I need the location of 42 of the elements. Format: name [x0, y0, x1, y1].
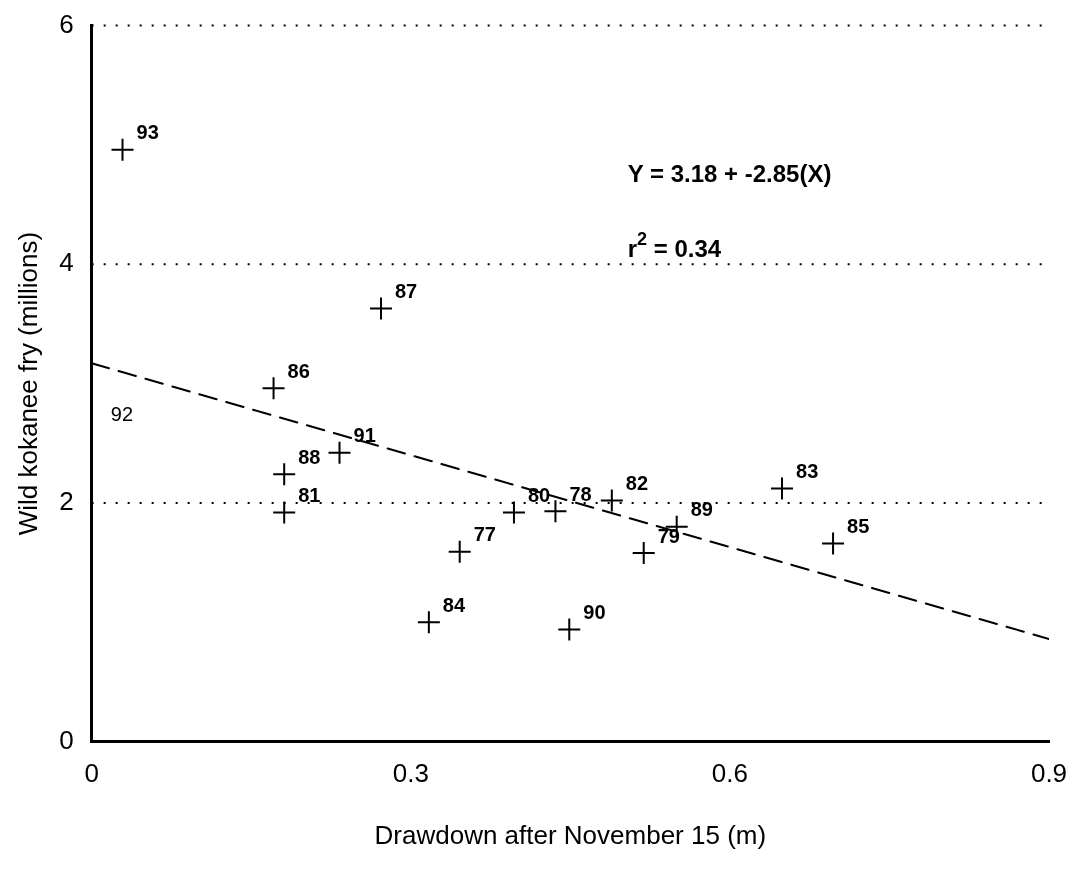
- annotation: 90: [583, 600, 606, 623]
- point: [771, 477, 794, 500]
- annotation: 87: [394, 279, 418, 302]
- y-tick-label: 6: [59, 8, 74, 39]
- point: [448, 540, 471, 563]
- annotation: 92: [110, 403, 134, 426]
- point: [822, 532, 845, 555]
- point: [502, 501, 525, 524]
- annotation: 89: [690, 498, 713, 521]
- point: [262, 377, 285, 400]
- y-tick-label: 0: [59, 724, 74, 755]
- point: [111, 138, 134, 161]
- x-tick-label: 0.6: [711, 758, 748, 789]
- annotation: Y = 3.18 + -2.85(X): [627, 160, 832, 188]
- point: [273, 463, 296, 486]
- point: [544, 500, 567, 523]
- point: [600, 489, 623, 512]
- x-tick-label: 0.9: [1030, 758, 1068, 789]
- x-tick-label: 0: [84, 758, 99, 789]
- annotation: 81: [298, 484, 321, 506]
- annotation: 86: [287, 359, 310, 382]
- point: [417, 611, 440, 634]
- point: [632, 542, 655, 565]
- point: [558, 618, 581, 641]
- annotation: 78: [569, 482, 592, 505]
- annotation: 83: [796, 460, 819, 483]
- annotation: 77: [473, 523, 496, 546]
- annotation: 85: [847, 515, 870, 538]
- annotation: 80: [527, 484, 551, 506]
- annotation: 93: [136, 121, 159, 144]
- x-axis-title: Drawdown after November 15 (m): [374, 819, 767, 850]
- y-tick-label: 4: [59, 247, 74, 278]
- annotation: 91: [353, 424, 376, 447]
- x-tick-label: 0.3: [392, 758, 429, 789]
- y-axis-title: Wild kokanee fry (millions): [12, 231, 43, 536]
- point: [273, 501, 296, 524]
- y-tick-label: 2: [59, 486, 74, 517]
- point: [369, 297, 392, 320]
- annotation: 82: [625, 472, 649, 495]
- annotation: 84: [442, 593, 466, 616]
- annotation: 88: [298, 445, 321, 468]
- point: [328, 441, 351, 464]
